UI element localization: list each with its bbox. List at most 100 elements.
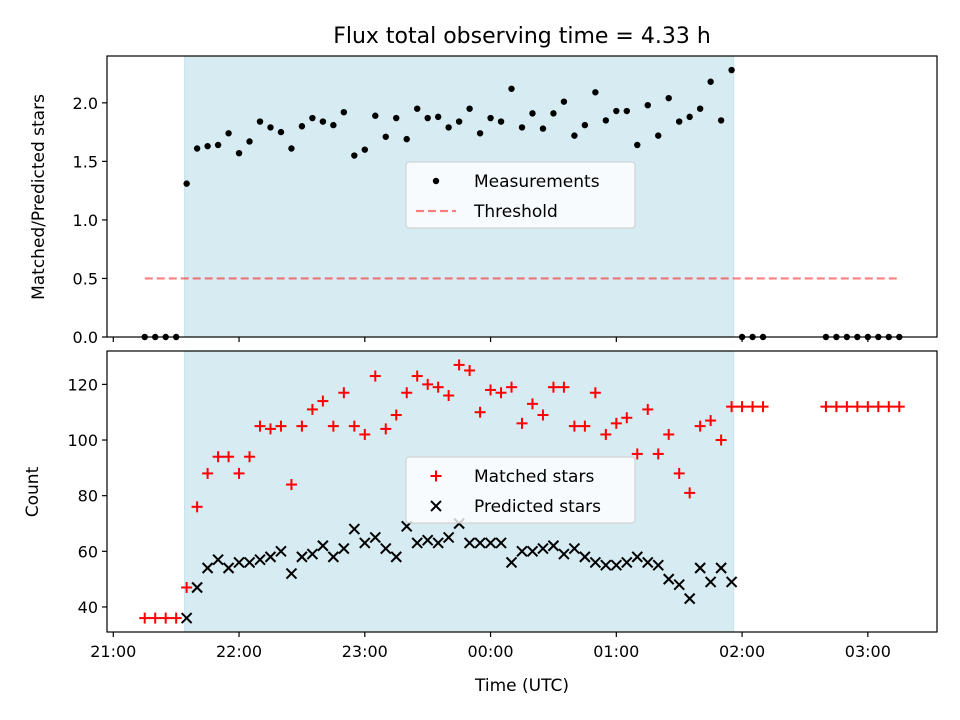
matched-star-point (893, 401, 905, 413)
predicted-star-point (264, 551, 277, 563)
predicted-star-point (683, 592, 696, 605)
matched-star-point (233, 467, 245, 479)
measurement-point (403, 135, 410, 143)
predicted-star-point (306, 548, 319, 560)
matched-star-point (359, 428, 371, 440)
measurement-point (393, 114, 400, 122)
predicted-star-point (579, 551, 591, 563)
matched-star-point (652, 448, 664, 460)
bottom-ylabel: Count (23, 466, 43, 517)
predicted-star-point (180, 612, 193, 624)
matched-star-point (506, 381, 518, 393)
matched-star-point (380, 423, 392, 435)
matched-star-point (170, 612, 182, 624)
matched-star-point (285, 479, 297, 491)
matched-star-point (862, 401, 874, 413)
matched-star-point (191, 501, 203, 513)
matched-star-point (841, 401, 853, 413)
measurement-point (445, 124, 452, 131)
predicted-star-point (338, 542, 350, 555)
matched-star-point (202, 467, 214, 479)
predicted-star-point (526, 545, 539, 558)
matched-star-point (516, 417, 528, 429)
measurement-point (529, 110, 536, 117)
measurement-point (340, 109, 348, 116)
predicted-star-point (463, 537, 476, 549)
xtick-label: 02:00 (719, 642, 765, 661)
top-ytick-label: 0.5 (73, 269, 98, 288)
matched-star-point (464, 364, 476, 376)
measurement-point (707, 78, 714, 85)
measurement-point (351, 152, 358, 159)
top-legend-box (405, 161, 636, 229)
matched-star-point (390, 409, 402, 421)
predicted-star-point (725, 576, 738, 588)
matched-star-point (526, 398, 538, 410)
measurement-point (696, 105, 704, 112)
measurement-point (675, 118, 683, 125)
measurement-point (382, 133, 389, 140)
matched-star-point (411, 370, 423, 382)
predicted-star-point (589, 556, 602, 569)
predicted-star-point (642, 556, 654, 569)
matched-star-point (642, 403, 654, 415)
matched-star-point (422, 378, 434, 390)
measurement-point (665, 94, 672, 102)
matched-star-point (610, 417, 622, 429)
matched-star-point (872, 401, 884, 413)
matched-star-point (558, 381, 570, 393)
bottom-ytick-label: 100 (67, 431, 98, 450)
legend-matched-handle (430, 470, 442, 482)
predicted-star-point (547, 540, 560, 552)
legend-measurement-handle (432, 177, 440, 185)
measurement-point (466, 105, 473, 112)
measurement-point (476, 130, 484, 137)
xtick-label: 23:00 (342, 642, 388, 661)
matched-star-point (264, 423, 276, 435)
matched-star-point (181, 581, 193, 593)
matched-star-point (568, 420, 580, 432)
matched-star-point (495, 387, 507, 399)
measurement-point (644, 101, 651, 109)
matched-star-point (369, 370, 381, 382)
matched-star-point (275, 420, 287, 432)
measurement-point (455, 118, 463, 125)
matched-star-point (715, 434, 727, 446)
matched-star-point (317, 395, 329, 407)
matched-star-point (600, 428, 612, 440)
predicted-star-point (495, 537, 507, 549)
bottom-legend-label: Matched stars (474, 467, 594, 487)
predicted-star-point (201, 562, 214, 574)
predicted-star-point (233, 556, 245, 569)
matched-star-point (432, 381, 444, 393)
measurement-point (581, 121, 589, 129)
matched-star-point (579, 420, 591, 432)
predicted-star-point (704, 576, 717, 588)
measurement-point (277, 128, 285, 136)
measurement-point (319, 118, 327, 125)
measurement-point (235, 149, 243, 157)
measurement-point (434, 113, 442, 121)
predicted-star-point (411, 537, 423, 549)
matched-star-point (212, 451, 224, 463)
measurement-point (655, 132, 662, 139)
matched-star-point (757, 401, 769, 413)
matched-star-point (149, 612, 161, 624)
matched-star-point (705, 415, 717, 427)
top-ytick-label: 2.0 (73, 94, 98, 113)
bottom-ytick-label: 120 (67, 375, 98, 394)
predicted-star-point (369, 531, 381, 544)
matched-star-point (453, 359, 465, 371)
predicted-star-point (348, 523, 361, 535)
matched-star-point (663, 428, 675, 440)
measurement-point (424, 114, 431, 122)
predicted-star-point (694, 562, 706, 574)
measurement-point (497, 118, 505, 125)
predicted-star-point (505, 556, 518, 569)
matched-star-point (327, 420, 339, 432)
matched-star-point (736, 401, 748, 413)
measurement-point (686, 113, 693, 121)
predicted-star-point (191, 581, 203, 594)
predicted-star-point (296, 551, 308, 563)
measurement-point (717, 117, 725, 124)
